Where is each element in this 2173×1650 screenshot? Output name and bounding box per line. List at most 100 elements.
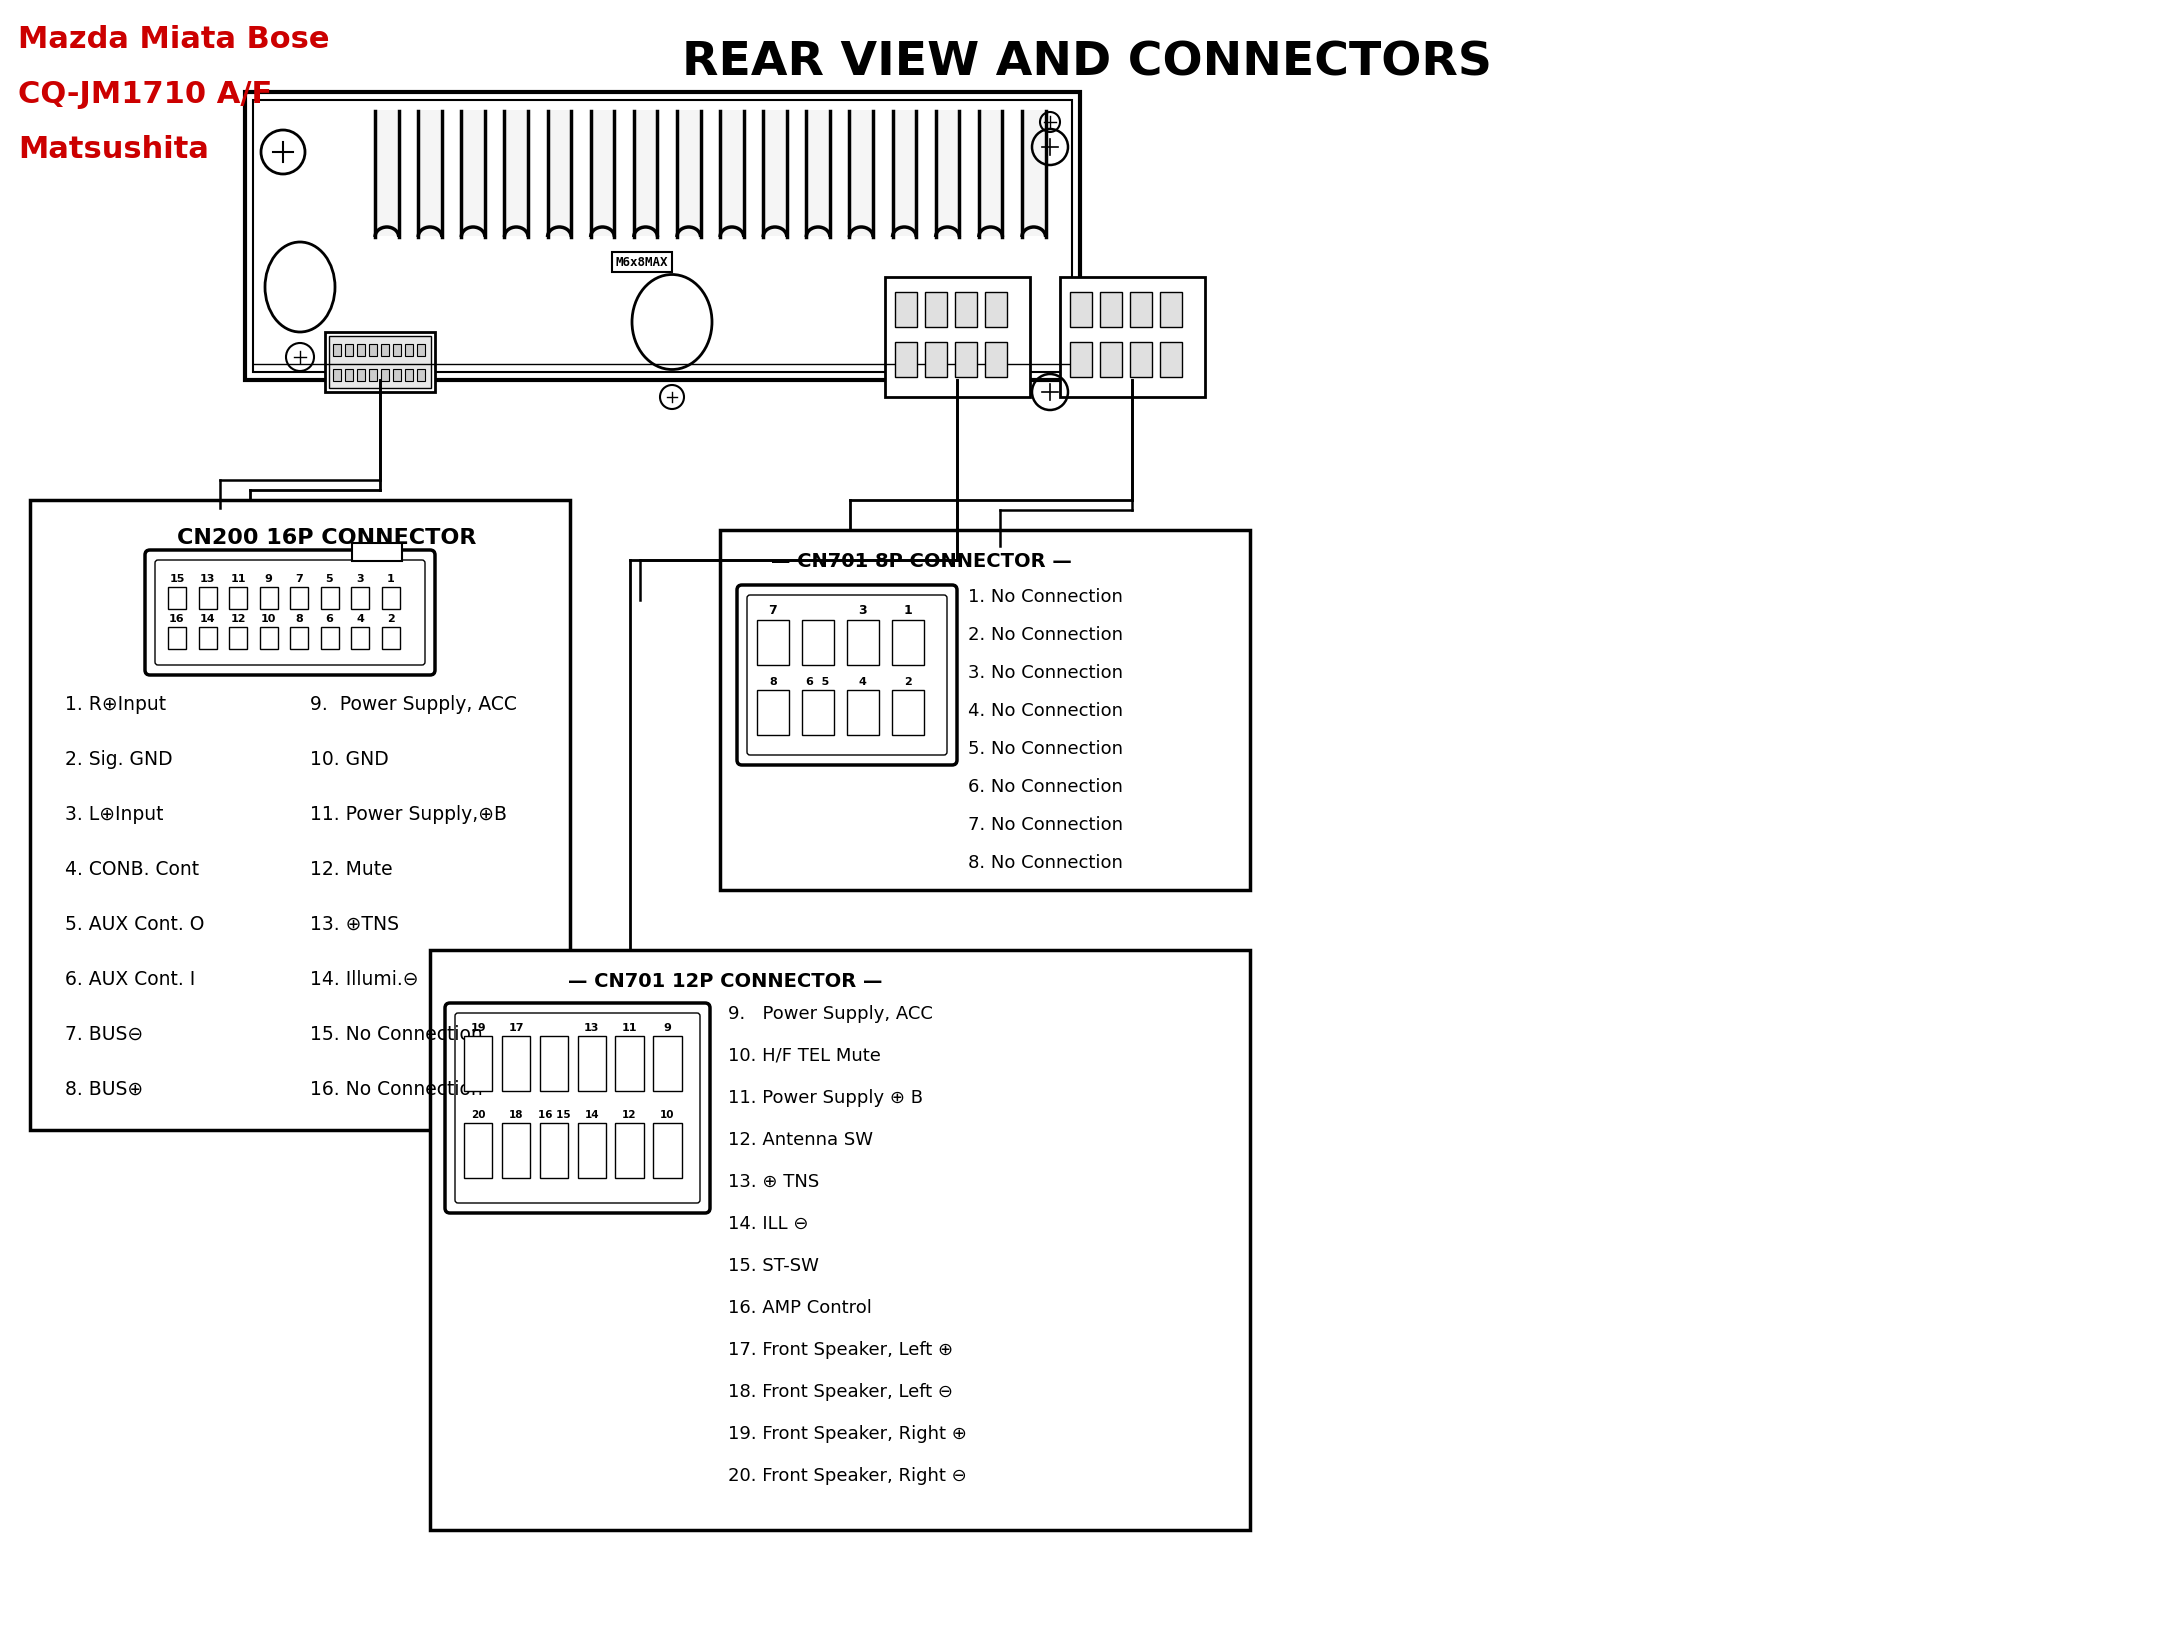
Text: 11. Power Supply,⊕B: 11. Power Supply,⊕B <box>311 805 506 823</box>
Bar <box>1100 342 1121 376</box>
Text: 8. No Connection: 8. No Connection <box>967 855 1123 871</box>
Bar <box>289 627 309 648</box>
Text: CQ-JM1710 A/F: CQ-JM1710 A/F <box>17 79 272 109</box>
Bar <box>1023 111 1043 236</box>
Bar <box>578 1124 606 1178</box>
Bar <box>756 690 789 734</box>
Bar <box>502 1036 530 1091</box>
Text: 5. No Connection: 5. No Connection <box>967 739 1123 757</box>
Text: 7. BUS⊖: 7. BUS⊖ <box>65 1025 143 1044</box>
Bar <box>591 111 613 236</box>
Bar <box>954 292 978 327</box>
Text: 10. GND: 10. GND <box>311 751 389 769</box>
Text: 17: 17 <box>508 1023 524 1033</box>
Bar <box>891 690 924 734</box>
Bar <box>808 111 828 236</box>
Bar <box>847 620 878 665</box>
Bar <box>228 587 248 609</box>
Bar <box>765 111 784 236</box>
Bar <box>895 292 917 327</box>
Bar <box>926 342 947 376</box>
Bar <box>654 1124 682 1178</box>
Text: 6. No Connection: 6. No Connection <box>967 779 1123 795</box>
Bar <box>756 620 789 665</box>
Bar <box>926 292 947 327</box>
Bar <box>380 343 389 356</box>
Text: 10: 10 <box>661 1110 674 1120</box>
Text: Mazda Miata Bose: Mazda Miata Bose <box>17 25 330 54</box>
Text: 16. No Connection: 16. No Connection <box>311 1081 482 1099</box>
Bar <box>847 690 878 734</box>
Text: 9: 9 <box>663 1023 671 1033</box>
Bar <box>654 1036 682 1091</box>
Text: — CN701 8P CONNECTOR —: — CN701 8P CONNECTOR — <box>771 553 1071 571</box>
Bar <box>550 111 569 236</box>
Text: 11: 11 <box>230 574 246 584</box>
Bar <box>719 530 1249 889</box>
Text: — CN701 12P CONNECTOR —: — CN701 12P CONNECTOR — <box>567 972 882 992</box>
Text: 3: 3 <box>356 574 363 584</box>
Bar <box>356 343 365 356</box>
Bar <box>369 343 376 356</box>
Bar <box>404 343 413 356</box>
Bar <box>884 277 1030 398</box>
Text: 19. Front Speaker, Right ⊕: 19. Front Speaker, Right ⊕ <box>728 1426 967 1444</box>
Bar <box>393 370 402 381</box>
Text: 16: 16 <box>169 614 185 624</box>
Bar <box>252 101 1071 371</box>
Bar <box>259 627 278 648</box>
Text: 5. AUX Cont. O: 5. AUX Cont. O <box>65 916 204 934</box>
Bar <box>352 543 402 561</box>
Text: 8. BUS⊕: 8. BUS⊕ <box>65 1081 143 1099</box>
Text: 6. AUX Cont. I: 6. AUX Cont. I <box>65 970 196 988</box>
Bar <box>382 587 400 609</box>
Text: CN200 16P CONNECTOR: CN200 16P CONNECTOR <box>178 528 476 548</box>
Text: 20. Front Speaker, Right ⊖: 20. Front Speaker, Right ⊖ <box>728 1467 967 1485</box>
Text: 13: 13 <box>200 574 215 584</box>
Bar <box>615 1036 643 1091</box>
Bar <box>393 343 402 356</box>
Bar <box>502 1124 530 1178</box>
Bar <box>1130 292 1152 327</box>
Bar <box>721 111 743 236</box>
Bar <box>352 627 369 648</box>
Text: 13: 13 <box>585 1023 600 1033</box>
Bar <box>984 342 1006 376</box>
Text: 1. R⊕Input: 1. R⊕Input <box>65 695 165 714</box>
Bar <box>326 332 435 393</box>
Bar <box>380 370 389 381</box>
Text: REAR VIEW AND CONNECTORS: REAR VIEW AND CONNECTORS <box>682 40 1491 86</box>
Text: 2: 2 <box>387 614 393 624</box>
Bar <box>167 587 187 609</box>
Bar <box>852 111 871 236</box>
Text: 4: 4 <box>356 614 363 624</box>
Text: 9: 9 <box>265 574 272 584</box>
Bar <box>539 1124 567 1178</box>
Bar <box>506 111 526 236</box>
Text: 16 15: 16 15 <box>537 1110 569 1120</box>
Bar <box>376 111 398 236</box>
FancyBboxPatch shape <box>748 596 947 756</box>
Bar <box>463 111 482 236</box>
Bar <box>465 1036 493 1091</box>
Bar <box>346 343 352 356</box>
Bar <box>980 111 1002 236</box>
Text: 10: 10 <box>261 614 276 624</box>
Text: 9.  Power Supply, ACC: 9. Power Supply, ACC <box>311 695 517 714</box>
Text: 1: 1 <box>387 574 393 584</box>
Bar <box>382 627 400 648</box>
Text: 14: 14 <box>200 614 215 624</box>
Bar <box>346 370 352 381</box>
Text: 3: 3 <box>858 604 867 617</box>
Bar <box>228 627 248 648</box>
Text: 6  5: 6 5 <box>806 676 830 686</box>
Bar <box>465 1124 493 1178</box>
Bar <box>1130 342 1152 376</box>
Bar <box>802 620 834 665</box>
Text: 4: 4 <box>858 676 867 686</box>
Bar <box>289 587 309 609</box>
Bar <box>635 111 656 236</box>
Bar <box>937 111 958 236</box>
Text: 15: 15 <box>169 574 185 584</box>
FancyBboxPatch shape <box>146 549 435 675</box>
